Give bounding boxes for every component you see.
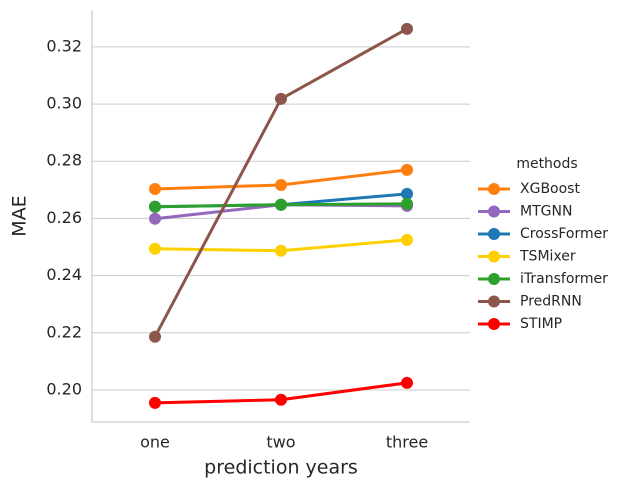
legend-marker [488,228,500,240]
data-point [149,212,161,225]
y-tick-label: 0.26 [46,208,82,227]
data-point [149,396,161,409]
data-point [149,182,161,195]
data-point [401,187,413,200]
legend-marker [488,295,500,308]
data-point [401,197,413,210]
legend-label: iTransformer [520,271,608,287]
data-point [401,233,413,246]
legend-label: TSMixer [519,249,576,265]
data-point [275,244,287,257]
legend-title: methods [516,156,577,172]
y-tick-label: 0.30 [46,94,82,113]
legend-marker [488,318,500,330]
y-axis-label: MAE [9,195,31,236]
y-tick-label: 0.24 [46,265,82,284]
legend-marker [488,205,500,218]
data-point [149,200,161,213]
legend-label: STIMP [520,316,562,332]
x-axis-label: prediction years [204,457,358,479]
legend-label: CrossFormer [520,226,608,242]
legend-marker [488,183,500,195]
data-point [275,198,287,211]
data-point [275,178,287,191]
legend-marker [488,273,500,285]
x-tick-label: one [140,433,170,452]
legend-label: XGBoost [520,181,580,197]
data-point [275,92,287,105]
y-tick-label: 0.32 [46,36,82,55]
y-tick-label: 0.28 [46,151,82,170]
legend-marker [488,250,500,263]
legend-label: PredRNN [520,294,582,310]
data-point [149,330,161,343]
y-tick-label: 0.22 [46,322,82,341]
data-point [401,376,413,389]
x-tick-label: three [386,433,428,452]
data-point [401,163,413,176]
x-tick-label: two [266,433,295,452]
legend-label: MTGNN [520,204,572,220]
y-tick-label: 0.20 [46,379,82,398]
data-point [149,242,161,255]
data-point [275,393,287,406]
data-point [401,22,413,35]
